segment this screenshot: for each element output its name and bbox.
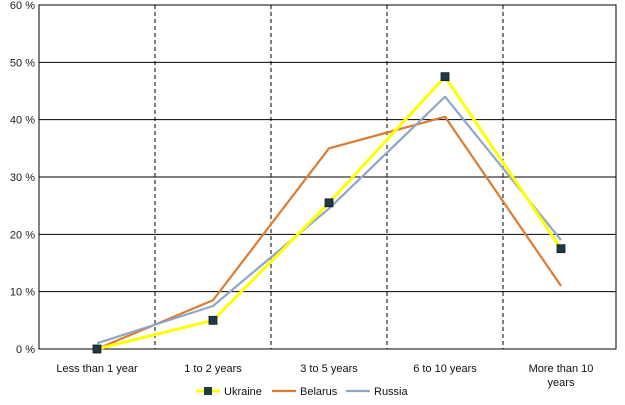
legend-label-ukraine: Ukraine bbox=[224, 386, 262, 398]
y-tick-label: 30 % bbox=[10, 172, 35, 184]
y-tick-label: 20 % bbox=[10, 229, 35, 241]
x-category-label: years bbox=[548, 377, 575, 389]
x-category-label: More than 10 bbox=[529, 363, 594, 375]
y-tick-label: 10 % bbox=[10, 287, 35, 299]
y-tick-label: 50 % bbox=[10, 57, 35, 69]
y-tick-label: 0 % bbox=[16, 344, 35, 356]
data-point-ukraine bbox=[208, 315, 218, 325]
data-point-ukraine bbox=[324, 198, 334, 208]
legend: Ukraine Belarus Russia bbox=[196, 386, 409, 398]
gridlines bbox=[39, 5, 616, 349]
legend-label-belarus: Belarus bbox=[300, 386, 338, 398]
data-point-ukraine bbox=[92, 344, 102, 354]
y-tick-label: 40 % bbox=[10, 115, 35, 127]
legend-marker-ukraine bbox=[204, 387, 212, 395]
x-category-label: 1 to 2 years bbox=[184, 363, 242, 375]
data-point-ukraine bbox=[440, 72, 450, 82]
y-tick-label: 60 % bbox=[10, 0, 35, 12]
series-markers bbox=[92, 72, 566, 354]
legend-label-russia: Russia bbox=[374, 386, 409, 398]
x-axis-categories: Less than 1 year 1 to 2 years 3 to 5 years… bbox=[56, 363, 593, 389]
y-axis-ticks: 0 % 10 % 20 % 30 % 40 % 50 % 60 % bbox=[10, 0, 35, 356]
series-line-russia bbox=[96, 95, 562, 345]
x-category-label: 6 to 10 years bbox=[413, 363, 477, 375]
series-line-ukraine bbox=[96, 75, 563, 351]
x-category-label: 3 to 5 years bbox=[300, 363, 358, 375]
data-point-ukraine bbox=[556, 244, 566, 254]
x-category-label: Less than 1 year bbox=[56, 363, 138, 375]
series-line-belarus bbox=[96, 115, 562, 351]
series-lines bbox=[96, 75, 563, 351]
